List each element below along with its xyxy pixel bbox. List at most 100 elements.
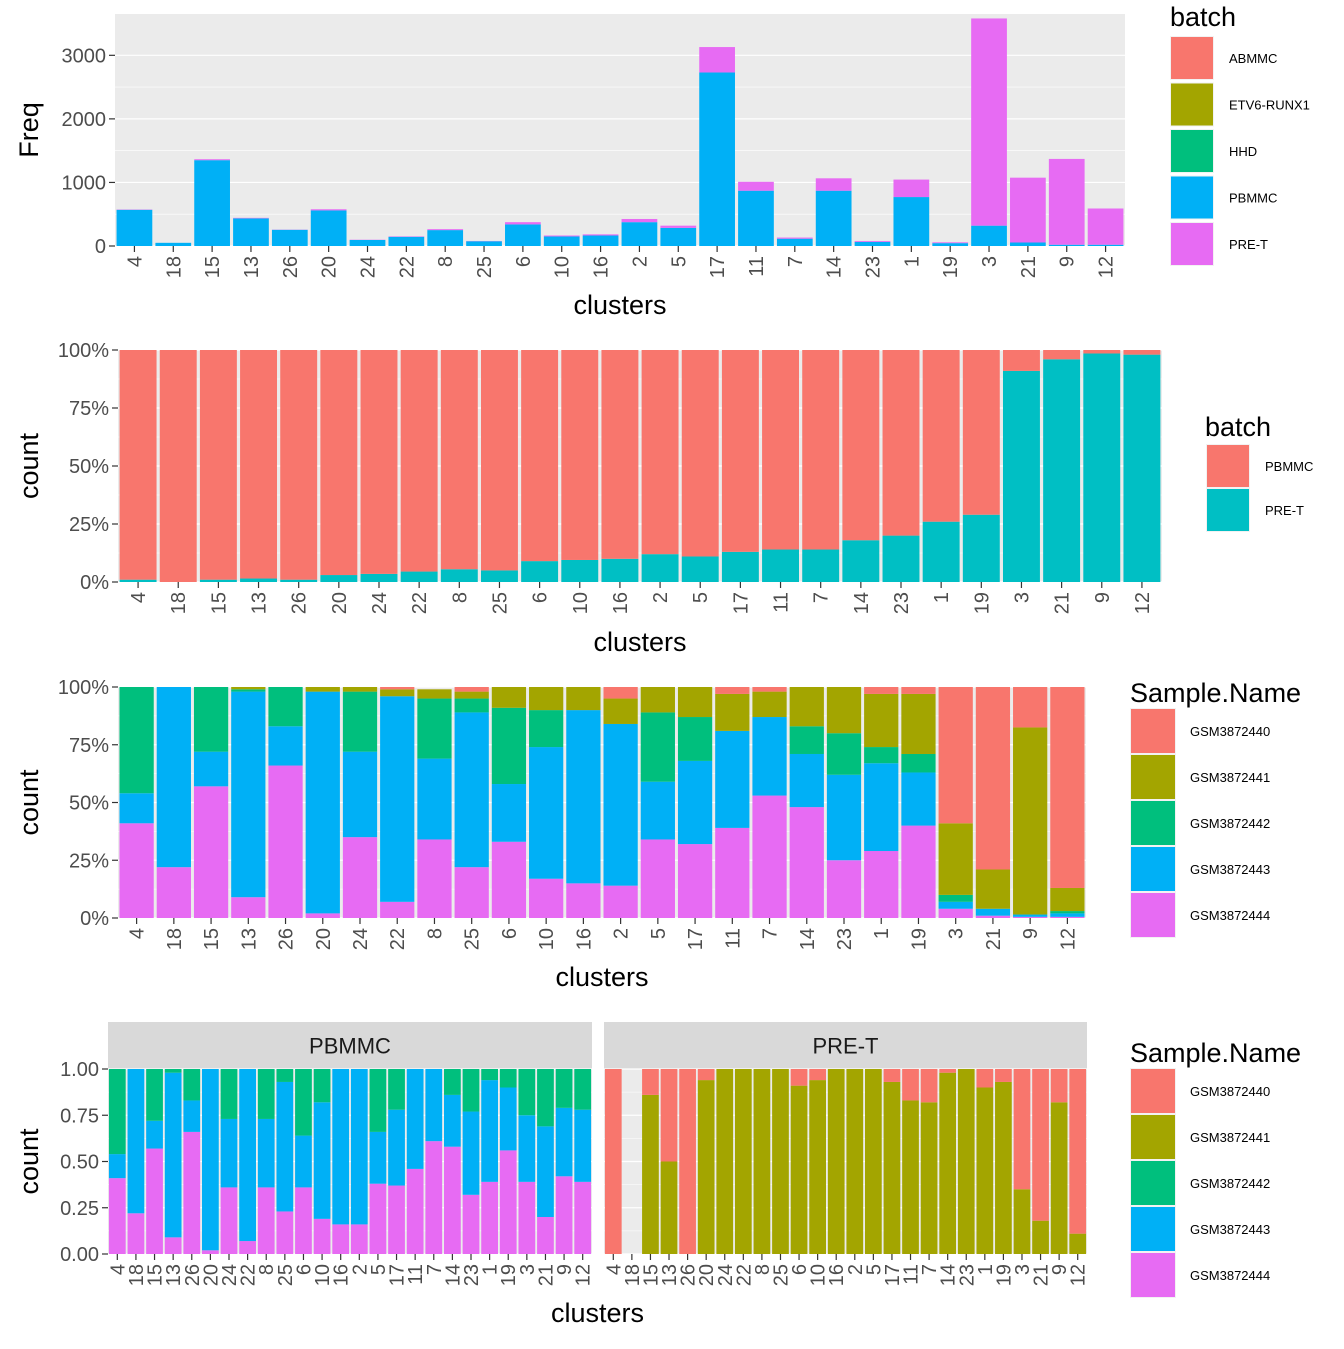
bar-segment [401,350,438,572]
bar-segment [660,228,696,246]
x-tick-label: 19 [971,592,993,614]
bar-segment [351,1069,368,1224]
bar-segment [306,913,340,918]
bar-segment [351,1224,368,1254]
bar-segment [119,823,153,918]
bar-segment [518,1182,535,1254]
bar-segment [865,1069,882,1254]
bar-segment [902,1100,919,1254]
bar-segment [642,1095,659,1254]
legend-label: GSM3872444 [1190,908,1270,923]
bar-segment [754,1069,771,1254]
bar-segment [883,536,920,582]
facet-panel-PRE-T: PRE-T41815132620242282561016251711714231… [603,1022,1089,1286]
bar-segment [574,1069,591,1110]
x-axis-title: clusters [551,1298,644,1328]
bar-segment [603,687,637,699]
bar-segment [194,687,228,752]
bar-segment [601,350,638,559]
bar-segment [772,1069,789,1254]
x-tick-label: 19 [940,256,962,278]
bar-segment [1050,911,1084,913]
bar-segment [417,699,451,759]
bar-segment [109,1069,126,1154]
x-tick-label: 12 [1132,592,1154,614]
bar-segment [146,1149,163,1254]
bar-segment [901,772,935,825]
x-tick-label: 10 [552,256,574,278]
y-tick-label: 25% [69,514,109,536]
facet-strip-label: PBMMC [309,1034,391,1059]
bar-segment [901,694,935,754]
legend-title: batch [1170,2,1236,32]
bar-segment [678,844,712,918]
bar-segment [500,1088,517,1151]
bar-segment [995,1082,1012,1254]
x-tick-label: 5 [690,592,712,603]
y-tick-label: 50% [69,456,109,478]
bar-segment [120,580,157,582]
bar-segment [417,759,451,840]
bar-segment [466,241,502,246]
bar-segment [401,572,438,582]
bar-segment [995,1069,1012,1082]
bar-segment [976,1088,993,1255]
bar-segment [500,1069,517,1088]
bar-segment [441,569,478,582]
x-tick-label: 4 [124,256,146,267]
bar-segment [500,1150,517,1254]
bar-segment [427,230,463,246]
bar-segment [444,1147,461,1254]
bar-segment [529,747,563,879]
x-tick-label: 22 [387,928,409,950]
bar-segment [165,1237,182,1254]
bar-segment [715,828,749,918]
bar-segment [1013,915,1047,917]
bar-segment [722,350,759,552]
legend-label: PRE-T [1265,503,1304,518]
bar-segment [932,243,968,246]
legend-key [1131,709,1175,753]
bar-segment [505,224,541,246]
bar-segment [231,692,265,898]
bar-segment [332,1224,349,1254]
legend-label: PRE-T [1229,237,1268,252]
bar-segment [314,1069,331,1102]
bar-segment [976,1069,993,1088]
bar-segment [306,692,340,914]
bar-segment [239,1069,256,1241]
bar-segment [183,1069,200,1100]
x-tick-label: 8 [435,256,457,267]
bar-segment [622,222,658,246]
bar-segment [762,550,799,582]
bar-segment [425,1141,442,1254]
x-tick-label: 23 [834,928,856,950]
legend-label: GSM3872440 [1190,724,1270,739]
x-tick-label: 21 [1018,256,1040,278]
bar-segment [165,1069,182,1073]
bar-segment [332,1069,349,1224]
bar-segment [603,724,637,886]
bar-segment [128,1069,145,1213]
x-tick-label: 13 [238,928,260,950]
y-tick-label: 75% [69,735,109,757]
x-axis-title: clusters [555,962,648,992]
y-tick-label: 25% [69,850,109,872]
y-tick-label: 1000 [62,172,107,194]
bar-segment [481,1069,498,1080]
bar-segment [893,180,929,197]
bar-segment [976,909,1010,916]
legend-label: GSM3872442 [1190,816,1270,831]
bar-segment [157,687,191,867]
bar-segment [752,717,786,796]
bar-segment [583,234,619,235]
bar-segment [1013,687,1047,727]
bar-segment [1014,1069,1031,1189]
legend-key [1131,1161,1175,1205]
bar-segment [276,1211,293,1254]
bar-segment [976,687,1010,869]
bar-segment [146,1069,163,1121]
chart-4: PBMMC41815132620242282561016251711714231… [14,1022,1301,1328]
bar-segment [380,689,414,696]
bar-segment [1003,350,1040,371]
